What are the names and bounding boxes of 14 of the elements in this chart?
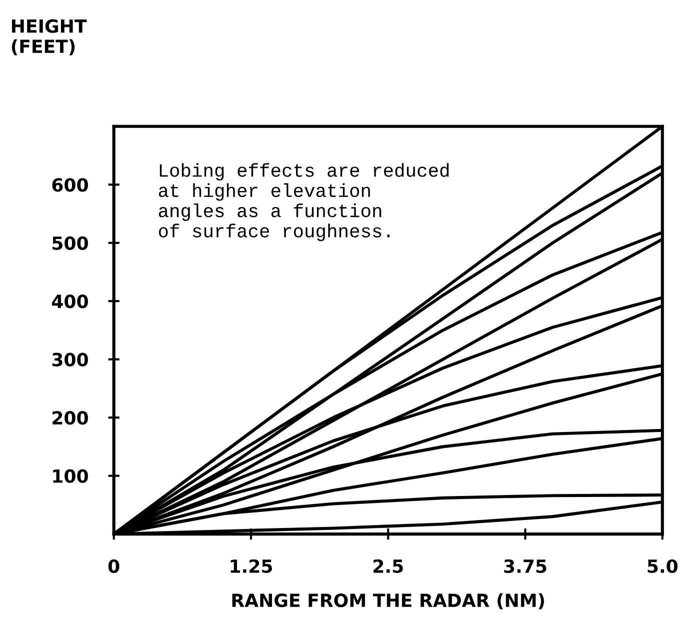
- y-tick-label: 200: [52, 411, 88, 425]
- y-tick-label: 600: [52, 178, 88, 192]
- x-axis-title: RANGE FROM THE RADAR (NM): [232, 593, 544, 610]
- y-tick-label: 100: [53, 469, 88, 483]
- x-tick-label: 0: [108, 559, 120, 574]
- annotation: Lobing effects are reduced at higher elevation angles as a function of surface roughness.: [158, 163, 449, 242]
- y-axis-title: HEIGHT (FEET): [12, 19, 87, 56]
- x-tick-label: 2.5: [374, 559, 403, 574]
- y-tick-label: 300: [52, 352, 88, 366]
- y-tick-label: 400: [52, 294, 88, 308]
- x-tick-label: 5.0: [648, 559, 678, 574]
- x-tick-label: 1.25: [230, 559, 272, 574]
- y-tick-label: 500: [52, 236, 88, 250]
- x-tick-label: 3.75: [504, 559, 546, 574]
